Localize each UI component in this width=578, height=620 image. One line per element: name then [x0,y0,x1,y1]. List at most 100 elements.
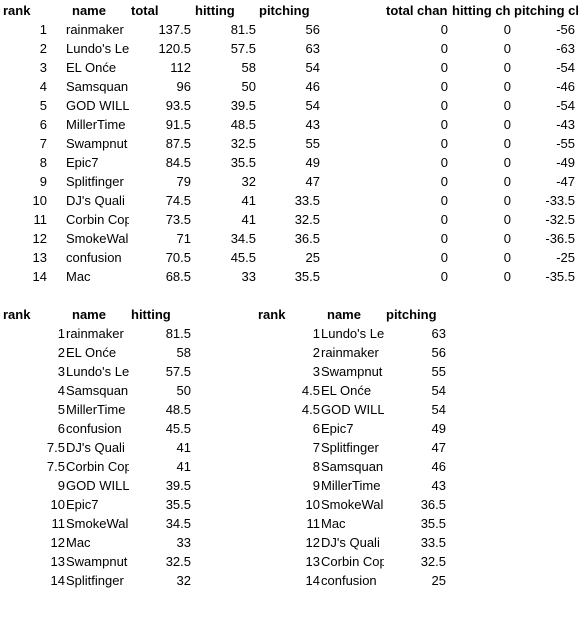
top-cell-total: 91.5 [165,117,191,132]
hitting-table-cell-value: 32.5 [165,554,191,569]
top-cell-total: 74.5 [165,193,191,208]
top-cell-hitting-change: 0 [503,136,511,151]
top-cell-pitching-change: -36.5 [545,231,575,246]
top-cell-total-change: 0 [440,250,448,265]
top-cell-hitting: 58 [241,60,256,75]
top-header-name: name [72,3,106,18]
top-cell-rank: 8 [39,155,47,170]
pitching-table-cell-value: 55 [431,364,446,379]
top-cell-total: 71 [176,231,191,246]
top-cell-rank: 11 [33,212,48,227]
hitting-table-cell-name: Mac [66,535,91,550]
top-cell-hitting: 45.5 [230,250,256,265]
hitting-table-cell-name: DJ's Quali [66,440,125,455]
top-header-total-change: total chan [386,3,448,18]
top-cell-pitching: 43 [305,117,320,132]
hitting-table-cell-value: 41 [176,459,191,474]
top-cell-name: SmokeWal [66,231,129,246]
top-cell-rank: 2 [39,41,47,56]
hitting-table-cell-name: EL Onće [66,345,117,360]
top-cell-pitching: 36.5 [294,231,320,246]
hitting-table-cell-rank: 4 [57,383,65,398]
pitching-table-cell-rank: 4.5 [301,383,320,398]
hitting-table-cell-name: rainmaker [66,326,124,341]
top-cell-rank: 14 [32,269,47,284]
top-cell-hitting-change: 0 [503,98,511,113]
pitching-table-cell-value: 43 [431,478,446,493]
hitting-table-cell-rank: 2 [57,345,65,360]
top-cell-pitching-change: -47 [556,174,575,189]
pitching-table-cell-value: 49 [431,421,446,436]
top-cell-pitching-change: -46 [556,79,575,94]
top-cell-total-change: 0 [440,117,448,132]
top-cell-pitching: 47 [305,174,320,189]
top-cell-rank: 4 [39,79,47,94]
hitting-table-cell-rank: 1 [57,326,65,341]
pitching-table-cell-value: 63 [431,326,446,341]
top-cell-hitting: 32 [241,174,256,189]
top-cell-total: 70.5 [165,250,191,265]
pitching-table-cell-value: 54 [431,402,446,417]
top-header-hitting-change: hitting ch [452,3,511,18]
pitching-table-cell-name: Epic7 [321,421,354,436]
top-cell-pitching: 33.5 [294,193,320,208]
hitting-table-cell-name: MillerTime [66,402,126,417]
pitching-table-cell-value: 46 [431,459,446,474]
top-cell-hitting: 34.5 [230,231,256,246]
hitting-table-cell-value: 48.5 [165,402,191,417]
top-header-rank: rank [3,3,31,18]
top-cell-name: EL Onće [66,60,117,75]
hitting-table-cell-name: Swampnut [66,554,128,569]
pitching-table-header-value: pitching [386,307,437,322]
top-cell-total: 137.5 [158,22,191,37]
top-cell-total-change: 0 [440,98,448,113]
top-cell-pitching-change: -32.5 [545,212,575,227]
top-cell-total-change: 0 [440,193,448,208]
top-cell-hitting: 57.5 [230,41,256,56]
top-cell-hitting-change: 0 [503,193,511,208]
hitting-table-cell-name: Lundo's Le [66,364,129,379]
top-cell-rank: 5 [39,98,47,113]
top-cell-hitting-change: 0 [503,60,511,75]
top-cell-pitching-change: -35.5 [545,269,575,284]
top-cell-pitching: 56 [305,22,320,37]
top-cell-rank: 7 [39,136,47,151]
hitting-table-cell-rank: 7.5 [46,459,65,474]
top-cell-hitting: 35.5 [230,155,256,170]
hitting-table-header-name: name [72,307,106,322]
pitching-table-cell-name: Corbin Cop [321,554,384,569]
hitting-table-cell-value: 33 [176,535,191,550]
top-cell-rank: 3 [39,60,47,75]
top-cell-pitching-change: -56 [556,22,575,37]
top-cell-pitching: 25 [305,250,320,265]
top-cell-hitting: 41 [241,212,256,227]
top-cell-pitching: 49 [305,155,320,170]
hitting-table-cell-value: 39.5 [165,478,191,493]
hitting-table-cell-rank: 14 [50,573,65,588]
pitching-table-cell-name: MillerTime [321,478,381,493]
pitching-table-cell-name: Swampnut [321,364,383,379]
hitting-table-cell-value: 34.5 [165,516,191,531]
hitting-table-cell-name: SmokeWal [66,516,129,531]
pitching-table-cell-rank: 2 [312,345,320,360]
pitching-table-cell-rank: 10 [305,497,320,512]
hitting-table-cell-name: Epic7 [66,497,99,512]
pitching-table-cell-rank: 7 [312,440,320,455]
pitching-table-cell-rank: 3 [312,364,320,379]
top-cell-hitting-change: 0 [503,212,511,227]
pitching-table-cell-value: 56 [431,345,446,360]
pitching-table-cell-name: confusion [321,573,377,588]
pitching-table-cell-value: 32.5 [420,554,446,569]
top-cell-rank: 13 [32,250,47,265]
pitching-table-cell-value: 35.5 [420,516,446,531]
top-cell-pitching-change: -63 [556,41,575,56]
hitting-table-cell-value: 50 [176,383,191,398]
top-cell-name: rainmaker [66,22,124,37]
pitching-table-cell-name: Mac [321,516,346,531]
hitting-table-cell-rank: 11 [51,516,66,531]
top-cell-total-change: 0 [440,79,448,94]
hitting-table-cell-value: 81.5 [165,326,191,341]
hitting-table-cell-rank: 13 [50,554,65,569]
hitting-table-header-value: hitting [131,307,171,322]
pitching-table-cell-name: GOD WILL [321,402,384,417]
